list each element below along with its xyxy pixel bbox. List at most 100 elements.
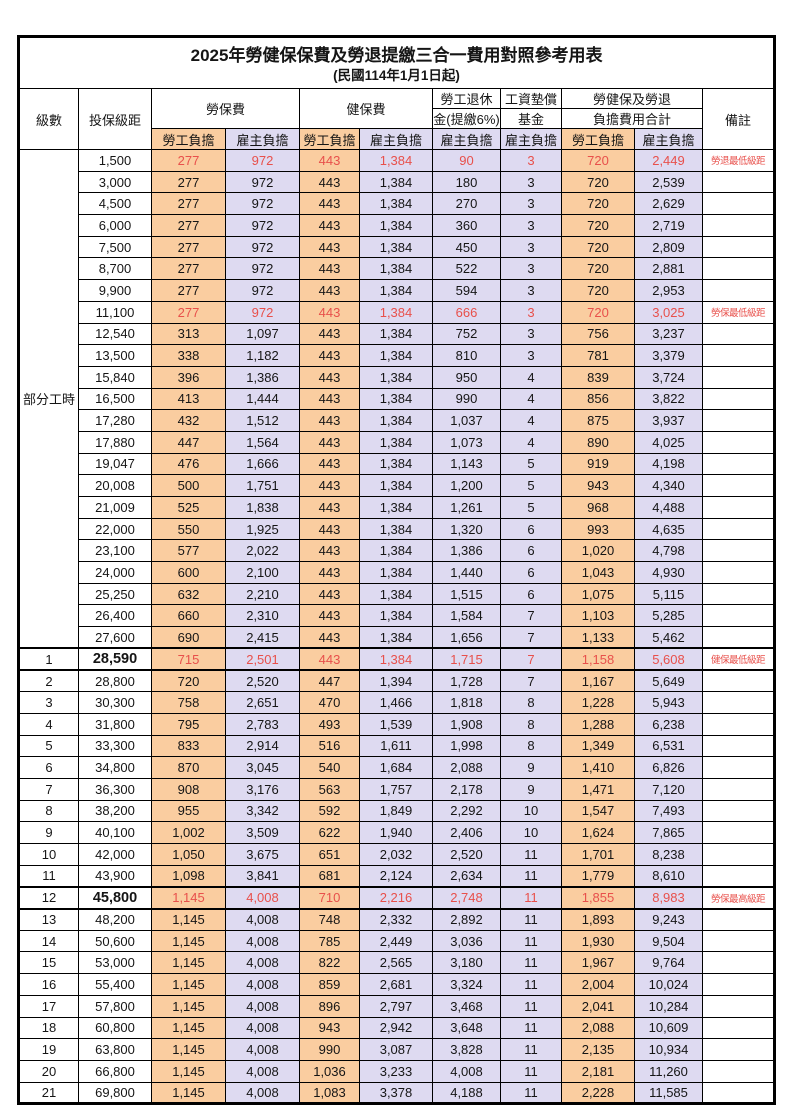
cell-hi_er: 1,384 (359, 322, 433, 346)
cell-bracket: 30,300 (78, 691, 152, 714)
cell-li_emp: 277 (151, 149, 226, 172)
header-row-1: 級數 投保級距 勞保費 健保費 勞工退休 工資墊償 勞健保及勞退 備註 (18, 88, 776, 150)
cell-fund: 5 (500, 452, 562, 476)
cell-pension: 1,440 (432, 561, 501, 584)
cell-tot_er: 6,238 (634, 712, 703, 736)
cell-li_er: 3,841 (225, 864, 300, 888)
cell-li_emp: 1,050 (151, 843, 226, 866)
cell-remark (701, 561, 776, 584)
cell-tot_er: 10,284 (634, 994, 703, 1018)
cell-level: 18 (18, 1016, 79, 1040)
cell-hi_er: 2,449 (359, 929, 433, 953)
cell-level: 14 (18, 929, 79, 953)
cell-pension: 3,468 (432, 994, 501, 1018)
cell-tot_er: 2,629 (634, 192, 703, 216)
table-body: 部分工時 1,500 277 972 443 1,384 90 3 720 2,449 勞退最低級距… (18, 149, 776, 1105)
cell-fund: 8 (500, 712, 562, 736)
cell-li_emp: 432 (151, 409, 226, 432)
header-row-3: 勞工負擔 雇主負擔 勞工負擔 雇主負擔 雇主負擔 雇主負擔 勞工負擔 雇主負擔 (19, 128, 775, 150)
cell-li_emp: 277 (151, 279, 226, 302)
cell-tot_er: 8,238 (634, 843, 703, 866)
cell-hi_emp: 443 (299, 149, 360, 172)
cell-li_emp: 1,145 (151, 1081, 226, 1105)
cell-remark (701, 344, 776, 367)
cell-fund: 9 (500, 756, 562, 779)
cell-hi_emp: 943 (299, 1016, 360, 1040)
cell-li_er: 1,512 (225, 409, 300, 432)
cell-li_er: 2,210 (225, 582, 300, 606)
table-row: 17 57,800 1,145 4,008 896 2,797 3,468 11 2,041 10… (18, 994, 776, 1018)
cell-hi_er: 1,384 (359, 561, 433, 584)
cell-pension: 1,037 (432, 409, 501, 432)
table-row: 4 31,800 795 2,783 493 1,539 1,908 8 1,288 6,238 (18, 712, 776, 736)
cell-remark: 勞保最低級距 (701, 300, 776, 324)
cell-fund: 11 (500, 1038, 562, 1061)
header-total-line2: 負擔費用合計 (561, 108, 703, 129)
cell-hi_emp: 748 (299, 908, 360, 931)
cell-fund: 3 (500, 322, 562, 346)
table-row: 22,000 550 1,925 443 1,384 1,320 6 993 4,635 (19, 517, 776, 541)
cell-fund: 3 (500, 214, 562, 237)
cell-bracket: 36,300 (78, 777, 152, 801)
cell-fund: 4 (500, 409, 562, 432)
cell-li_er: 3,675 (225, 843, 300, 866)
part-time-group-label: 部分工時 (18, 149, 79, 649)
cell-level: 2 (18, 669, 79, 693)
cell-tot_er: 11,260 (634, 1059, 703, 1083)
cell-bracket: 40,100 (78, 821, 152, 844)
cell-remark (701, 734, 776, 758)
cell-li_er: 972 (225, 149, 300, 172)
cell-li_emp: 870 (151, 756, 226, 779)
cell-bracket: 9,900 (78, 279, 152, 302)
cell-level: 16 (18, 973, 79, 996)
cell-li_er: 4,008 (225, 929, 300, 953)
cell-bracket: 69,800 (78, 1081, 152, 1105)
cell-tot_er: 3,724 (634, 365, 703, 389)
cell-hi_emp: 1,083 (299, 1081, 360, 1105)
cell-hi_er: 1,940 (359, 821, 433, 844)
cell-tot_emp: 1,547 (561, 799, 635, 823)
cell-bracket: 17,280 (78, 409, 152, 432)
cell-level: 10 (18, 843, 79, 866)
table-row: 20,008 500 1,751 443 1,384 1,200 5 943 4,340 (19, 474, 776, 497)
cell-tot_er: 7,120 (634, 777, 703, 801)
cell-li_emp: 525 (151, 496, 226, 519)
header-li-employee: 勞工負擔 (151, 128, 226, 150)
header-total-employee: 勞工負擔 (561, 128, 635, 150)
header-fund-employer: 雇主負擔 (500, 128, 562, 150)
cell-bracket: 50,600 (78, 929, 152, 953)
cell-hi_er: 1,757 (359, 777, 433, 801)
table-row: 13,500 338 1,182 443 1,384 810 3 781 3,379 (19, 344, 776, 367)
cell-hi_emp: 443 (299, 214, 360, 237)
cell-pension: 1,320 (432, 517, 501, 541)
cell-hi_er: 1,384 (359, 257, 433, 281)
cell-tot_emp: 1,133 (561, 626, 635, 649)
cell-fund: 3 (500, 257, 562, 281)
cell-fund: 4 (500, 430, 562, 454)
cell-hi_er: 1,384 (359, 387, 433, 411)
cell-li_emp: 758 (151, 691, 226, 714)
cell-li_emp: 908 (151, 777, 226, 801)
cell-li_emp: 833 (151, 734, 226, 758)
cell-hi_emp: 470 (299, 691, 360, 714)
cell-hi_er: 3,233 (359, 1059, 433, 1083)
cell-tot_emp: 968 (561, 496, 635, 519)
cell-li_emp: 1,002 (151, 821, 226, 844)
cell-hi_emp: 443 (299, 582, 360, 606)
cell-remark (701, 777, 776, 801)
cell-hi_er: 1,384 (359, 170, 433, 194)
cell-bracket: 60,800 (78, 1016, 152, 1040)
cell-fund: 6 (500, 582, 562, 606)
cell-hi_emp: 822 (299, 951, 360, 975)
cell-hi_er: 3,378 (359, 1081, 433, 1105)
cell-fund: 6 (500, 517, 562, 541)
cell-li_emp: 1,098 (151, 864, 226, 888)
cell-remark (701, 929, 776, 953)
cell-remark (701, 1016, 776, 1040)
cell-bracket: 22,000 (78, 517, 152, 541)
cell-tot_emp: 2,228 (561, 1081, 635, 1105)
cell-hi_emp: 443 (299, 235, 360, 259)
cell-li_er: 1,097 (225, 322, 300, 346)
cell-pension: 180 (432, 170, 501, 194)
table-row: 10 42,000 1,050 3,675 651 2,032 2,520 11 1,701 8,… (18, 843, 776, 866)
